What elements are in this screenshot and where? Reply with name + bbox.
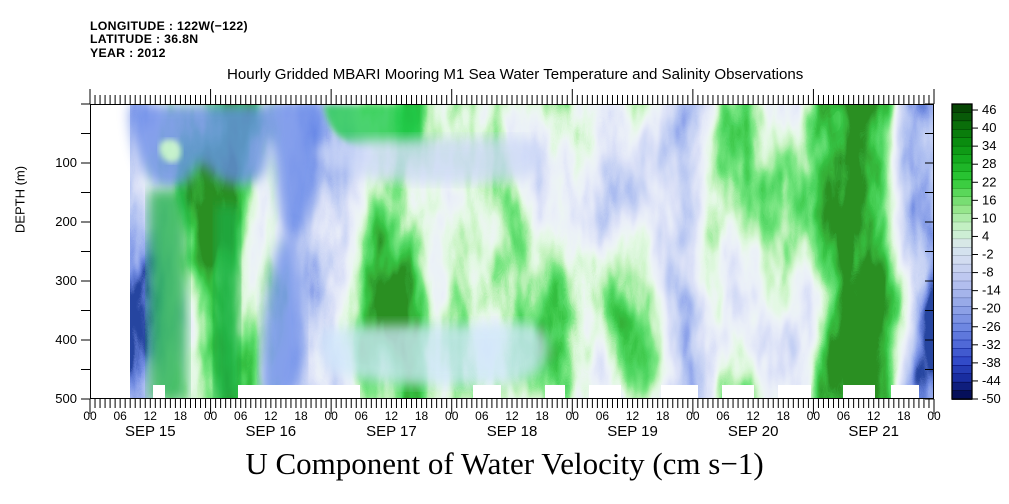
svg-text:18: 18 (174, 409, 188, 423)
svg-text:00: 00 (83, 409, 97, 423)
svg-text:SEP 17: SEP 17 (366, 423, 417, 440)
svg-text:06: 06 (837, 409, 851, 423)
svg-text:SEP 18: SEP 18 (487, 423, 538, 440)
svg-text:00: 00 (807, 409, 821, 423)
svg-text:00: 00 (566, 409, 580, 423)
svg-text:-32: -32 (982, 337, 1001, 352)
svg-text:18: 18 (777, 409, 791, 423)
svg-text:-20: -20 (982, 301, 1001, 316)
svg-text:12: 12 (626, 409, 640, 423)
svg-text:16: 16 (982, 192, 996, 207)
svg-text:10: 10 (982, 210, 996, 225)
svg-text:00: 00 (204, 409, 218, 423)
svg-text:18: 18 (656, 409, 670, 423)
svg-text:06: 06 (113, 409, 127, 423)
svg-text:12: 12 (505, 409, 519, 423)
svg-text:500: 500 (55, 391, 77, 406)
svg-text:-50: -50 (982, 391, 1001, 406)
svg-text:18: 18 (294, 409, 308, 423)
svg-text:46: 46 (982, 102, 996, 117)
svg-text:SEP 15: SEP 15 (125, 423, 176, 440)
svg-text:-8: -8 (982, 265, 994, 280)
svg-text:22: 22 (982, 174, 996, 189)
svg-text:-38: -38 (982, 355, 1001, 370)
svg-text:18: 18 (415, 409, 429, 423)
svg-text:00: 00 (927, 409, 941, 423)
svg-text:12: 12 (144, 409, 158, 423)
svg-text:00: 00 (686, 409, 700, 423)
svg-text:12: 12 (867, 409, 881, 423)
svg-text:40: 40 (982, 120, 996, 135)
svg-text:100: 100 (55, 155, 77, 170)
svg-text:-26: -26 (982, 319, 1001, 334)
svg-text:-2: -2 (982, 247, 994, 262)
svg-text:SEP 19: SEP 19 (607, 423, 658, 440)
svg-text:06: 06 (355, 409, 369, 423)
svg-text:-44: -44 (982, 373, 1001, 388)
svg-text:400: 400 (55, 332, 77, 347)
svg-text:12: 12 (746, 409, 760, 423)
svg-text:12: 12 (264, 409, 278, 423)
svg-text:300: 300 (55, 273, 77, 288)
svg-text:28: 28 (982, 156, 996, 171)
svg-text:18: 18 (535, 409, 549, 423)
svg-text:12: 12 (385, 409, 399, 423)
svg-text:18: 18 (897, 409, 911, 423)
svg-text:00: 00 (324, 409, 338, 423)
svg-text:SEP 16: SEP 16 (246, 423, 297, 440)
svg-text:06: 06 (596, 409, 610, 423)
svg-text:SEP 21: SEP 21 (848, 423, 899, 440)
svg-text:06: 06 (234, 409, 248, 423)
svg-text:-14: -14 (982, 283, 1001, 298)
svg-text:06: 06 (475, 409, 489, 423)
svg-text:4: 4 (982, 228, 989, 243)
svg-text:34: 34 (982, 138, 996, 153)
svg-text:SEP 20: SEP 20 (728, 423, 779, 440)
svg-text:00: 00 (445, 409, 459, 423)
svg-text:06: 06 (716, 409, 730, 423)
svg-text:200: 200 (55, 214, 77, 229)
